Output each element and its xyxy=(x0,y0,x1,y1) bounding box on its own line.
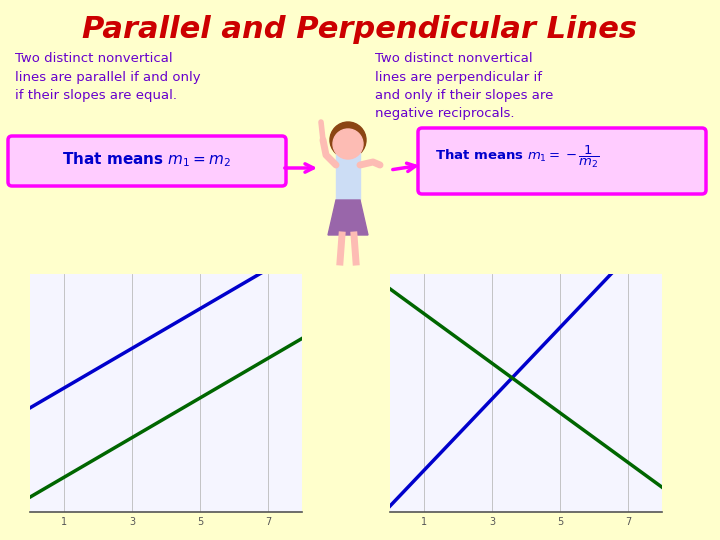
Text: $m_1 = \dfrac{2}{3}$: $m_1 = \dfrac{2}{3}$ xyxy=(55,341,103,369)
Text: $m_2 = -\dfrac{5}{6}$: $m_2 = -\dfrac{5}{6}$ xyxy=(555,416,620,444)
Text: Two distinct nonvertical
lines are perpendicular if
and only if their slopes are: Two distinct nonvertical lines are perpe… xyxy=(375,52,554,120)
Text: That means $m_1 = m_2$: That means $m_1 = m_2$ xyxy=(63,151,232,170)
Text: The lines are: The lines are xyxy=(412,303,484,313)
Text: Two distinct nonvertical
lines are parallel if and only
if their slopes are equa: Two distinct nonvertical lines are paral… xyxy=(15,52,201,102)
Text: $m_2 = \dfrac{2}{3}$: $m_2 = \dfrac{2}{3}$ xyxy=(175,426,223,454)
Text: That means $m_1 = -\dfrac{1}{m_2}$: That means $m_1 = -\dfrac{1}{m_2}$ xyxy=(435,144,600,170)
FancyBboxPatch shape xyxy=(418,128,706,194)
Text: $m_1 = \dfrac{6}{5}$: $m_1 = \dfrac{6}{5}$ xyxy=(408,416,456,444)
Bar xyxy=(336,152,360,200)
Text: Parallel and Perpendicular Lines: Parallel and Perpendicular Lines xyxy=(83,15,637,44)
Circle shape xyxy=(330,122,366,158)
Text: $m_1 = m_2$: $m_1 = m_2$ xyxy=(48,277,100,290)
Text: perpendicular: perpendicular xyxy=(412,315,490,325)
Text: The lines are parallel: The lines are parallel xyxy=(48,290,165,300)
Circle shape xyxy=(333,129,363,159)
FancyBboxPatch shape xyxy=(8,136,286,186)
Text: $m_1 = -\dfrac{1}{m_2}$: $m_1 = -\dfrac{1}{m_2}$ xyxy=(412,277,481,303)
Polygon shape xyxy=(328,200,368,235)
